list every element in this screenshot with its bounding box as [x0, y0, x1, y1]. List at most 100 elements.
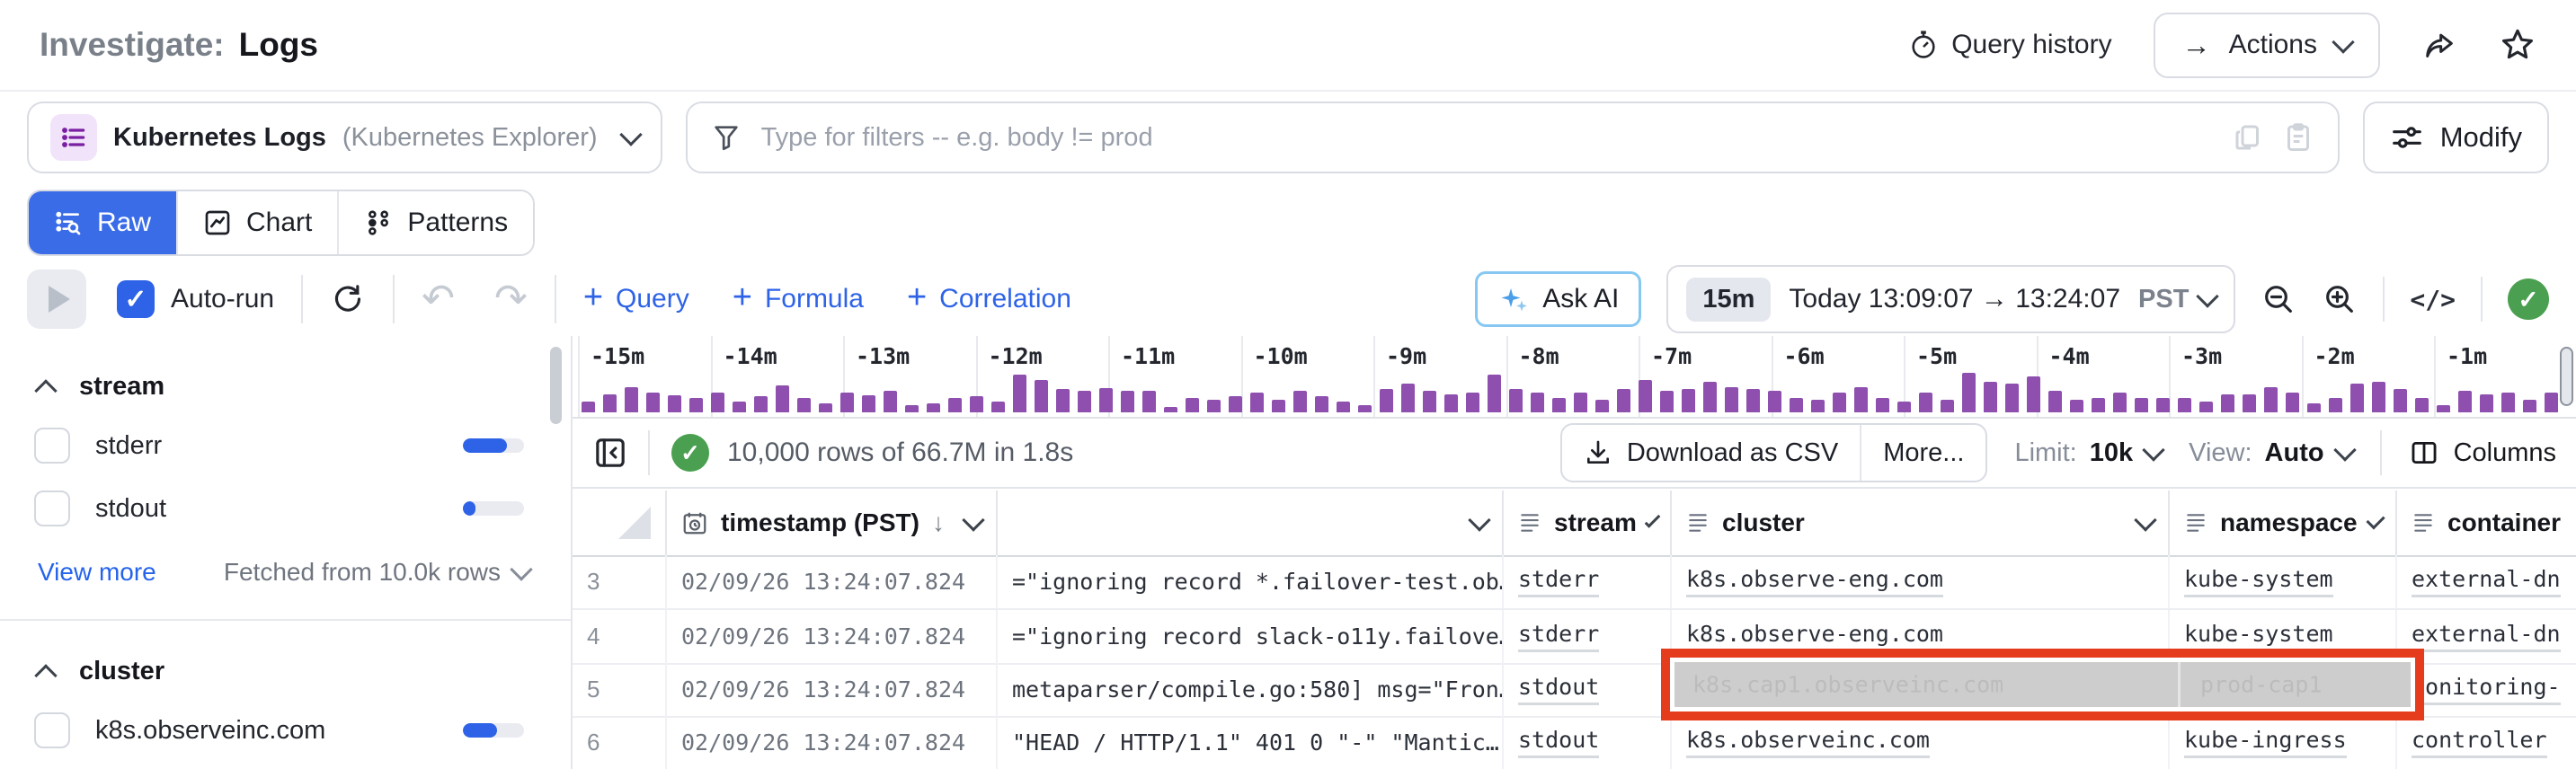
histogram-bar[interactable]: [2350, 384, 2364, 412]
redo-icon[interactable]: ↷: [493, 277, 528, 321]
histogram-bar[interactable]: [1833, 393, 1846, 412]
histogram-bar[interactable]: [1897, 402, 1911, 412]
histogram-bar[interactable]: [1746, 389, 1760, 412]
histogram-bar[interactable]: [689, 398, 703, 412]
more-button[interactable]: More...: [1860, 425, 1985, 481]
view-more-link[interactable]: View more: [38, 558, 156, 586]
column-header-container[interactable]: container: [2397, 491, 2576, 555]
histogram-bar[interactable]: [1811, 400, 1825, 412]
histogram-bar[interactable]: [625, 387, 638, 412]
histogram-bar[interactable]: [1941, 400, 1954, 412]
histogram-bar[interactable]: [905, 405, 919, 412]
histogram-bar[interactable]: [948, 398, 962, 412]
histogram-bar[interactable]: [2372, 382, 2385, 412]
limit-selector[interactable]: Limit: 10k: [2014, 438, 2165, 468]
histogram-bar[interactable]: [1078, 391, 1091, 412]
time-range-pill[interactable]: 15m: [1686, 277, 1772, 322]
histogram-bar[interactable]: [819, 403, 832, 412]
dataset-selector[interactable]: Kubernetes Logs (Kubernetes Explorer): [27, 102, 662, 173]
histogram-bar[interactable]: [1337, 402, 1350, 412]
histogram-bar[interactable]: [840, 393, 854, 412]
table-row[interactable]: 6 02/09/26 13:24:07.824 "HEAD / HTTP/1.1…: [573, 716, 2576, 769]
favorite-star-icon[interactable]: [2499, 26, 2536, 64]
histogram-bar[interactable]: [2135, 398, 2148, 412]
tab-raw[interactable]: Raw: [29, 191, 177, 254]
chevron-down-icon[interactable]: [1468, 508, 1491, 532]
histogram-bar[interactable]: [2394, 389, 2407, 412]
time-histogram[interactable]: -15m -14m -13m -12m -11m -10m -9m -8m -7m -6m -5m -…: [573, 336, 2576, 419]
chevron-down-icon[interactable]: [2366, 510, 2385, 530]
histogram-bar[interactable]: [1509, 389, 1523, 412]
histogram-bar[interactable]: [2545, 393, 2558, 412]
column-header-timestamp[interactable]: timestamp (PST) ↓: [667, 491, 998, 555]
histogram-bar[interactable]: [668, 395, 681, 412]
histogram-bar[interactable]: [1595, 400, 1609, 412]
add-formula-button[interactable]: + Formula: [732, 278, 864, 316]
column-header-body[interactable]: [998, 491, 1504, 555]
histogram-bar[interactable]: [2113, 393, 2127, 412]
histogram-bar[interactable]: [862, 395, 875, 412]
histogram-bar[interactable]: [1444, 394, 1458, 412]
facet-item-stderr[interactable]: stderr: [0, 414, 571, 477]
row-number-header[interactable]: [573, 491, 667, 555]
view-selector[interactable]: View: Auto: [2189, 438, 2357, 468]
code-export-icon[interactable]: </>: [2410, 284, 2456, 314]
stdout-checkbox[interactable]: [34, 491, 70, 526]
histogram-bar[interactable]: [1035, 380, 1048, 412]
histogram-bar[interactable]: [2415, 398, 2429, 412]
histogram-bar[interactable]: [2048, 391, 2062, 412]
histogram-bar[interactable]: [1552, 398, 1566, 412]
histogram-bar[interactable]: [2264, 387, 2278, 412]
column-header-namespace[interactable]: namespace: [2170, 491, 2397, 555]
histogram-bar[interactable]: [2458, 391, 2472, 412]
histogram-bar[interactable]: [1466, 393, 1479, 412]
tab-patterns[interactable]: Patterns: [337, 191, 534, 254]
zoom-in-icon[interactable]: [2322, 281, 2358, 317]
histogram-bar[interactable]: [884, 391, 897, 412]
histogram-bar[interactable]: [2307, 403, 2321, 412]
fetched-rows-note[interactable]: Fetched from 10.0k rows: [224, 558, 533, 587]
histogram-bar[interactable]: [970, 396, 983, 412]
sidebar-scrollbar[interactable]: [550, 347, 562, 424]
cluster-checkbox[interactable]: [34, 712, 70, 748]
histogram-bar[interactable]: [1229, 396, 1242, 412]
columns-button[interactable]: Columns: [2409, 438, 2556, 468]
histogram-bar[interactable]: [1121, 391, 1134, 412]
tab-chart[interactable]: Chart: [176, 191, 338, 254]
select-corner-icon[interactable]: [618, 507, 651, 539]
actions-button[interactable]: → Actions: [2153, 12, 2380, 78]
modify-button[interactable]: Modify: [2362, 102, 2549, 173]
histogram-bar[interactable]: [1250, 393, 1264, 412]
chevron-down-icon[interactable]: [1644, 512, 1661, 528]
histogram-bar[interactable]: [1207, 400, 1221, 412]
histogram-bar[interactable]: [711, 393, 724, 412]
histogram-bar[interactable]: [776, 385, 789, 412]
histogram-bar[interactable]: [1272, 400, 1285, 412]
histogram-bar[interactable]: [1617, 389, 1630, 412]
histogram-bar[interactable]: [927, 403, 940, 412]
histogram-bar[interactable]: [1531, 393, 1544, 412]
histogram-bar[interactable]: [2501, 393, 2515, 412]
histogram-bar[interactable]: [2027, 376, 2040, 412]
paste-clipboard-icon[interactable]: [2282, 121, 2314, 154]
histogram-bar[interactable]: [1682, 389, 1695, 412]
histogram-bar[interactable]: [1854, 387, 1868, 412]
histogram-bar[interactable]: [1639, 380, 1652, 412]
autorun-checkbox[interactable]: ✓: [117, 280, 155, 318]
table-row[interactable]: 3 02/09/26 13:24:07.824 ="ignoring recor…: [573, 555, 2576, 610]
histogram-bar[interactable]: [1768, 391, 1781, 412]
table-row[interactable]: 4 02/09/26 13:24:07.824 ="ignoring recor…: [573, 610, 2576, 665]
histogram-bar[interactable]: [2199, 402, 2213, 412]
copy-icon[interactable]: [2232, 121, 2264, 154]
download-csv-button[interactable]: Download as CSV: [1562, 425, 1860, 481]
histogram-bar[interactable]: [2221, 394, 2234, 412]
histogram-bar[interactable]: [1358, 405, 1372, 412]
histogram-bar[interactable]: [1056, 389, 1070, 412]
histogram-bar[interactable]: [1293, 391, 1307, 412]
column-header-cluster[interactable]: cluster: [1672, 491, 2170, 555]
time-range-picker[interactable]: 15m Today 13:09:07 → 13:24:07 PST: [1666, 265, 2236, 333]
histogram-bar[interactable]: [1574, 393, 1587, 412]
histogram-bar[interactable]: [754, 396, 768, 412]
column-header-stream[interactable]: stream: [1504, 491, 1672, 555]
histogram-bar[interactable]: [2523, 400, 2536, 412]
